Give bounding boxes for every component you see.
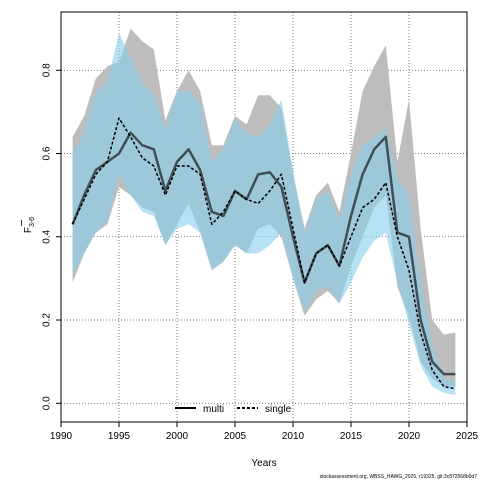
- footnote: stockassessment.org, WBSS_HAWG_2025, r19…: [320, 474, 478, 480]
- x-tick-label-2025: 2025: [456, 431, 479, 442]
- x-tick-label-1995: 1995: [108, 431, 131, 442]
- y-axis-title-main: F: [23, 227, 34, 233]
- x-axis: 1990 1995 2000 2005 2010 2015 2020 2025: [50, 422, 479, 442]
- confidence-bands: [72, 28, 456, 395]
- y-axis-title: F3-6: [23, 217, 36, 233]
- y-tick-label-3: 0.6: [42, 146, 53, 160]
- plot-frame: [60, 11, 468, 423]
- series-lines: [71, 117, 456, 390]
- svg-text:F3-6: F3-6: [23, 217, 36, 233]
- y-tick-label-1: 0.2: [42, 313, 53, 327]
- legend: multi single: [175, 404, 292, 415]
- x-tick-label-2005: 2005: [224, 431, 247, 442]
- y-tick-label-0: 0.0: [42, 396, 53, 410]
- line-single: [71, 117, 456, 390]
- legend-single-label: single: [265, 404, 292, 415]
- x-tick-label-2010: 2010: [282, 431, 305, 442]
- x-tick-label-2015: 2015: [340, 431, 363, 442]
- x-tick-label-2020: 2020: [398, 431, 421, 442]
- x-tick-label-1990: 1990: [50, 431, 73, 442]
- band-single: [72, 32, 456, 395]
- y-tick-label-4: 0.8: [42, 63, 53, 77]
- y-tick-label-2: 0.4: [42, 229, 53, 243]
- y-axis: 0.0 0.2 0.4 0.6 0.8: [42, 63, 61, 410]
- y-axis-title-sub: 3-6: [29, 217, 36, 227]
- x-tick-label-2000: 2000: [166, 431, 189, 442]
- x-axis-title: Years: [251, 458, 276, 469]
- line-multi: [71, 131, 456, 376]
- legend-multi-label: multi: [203, 404, 224, 415]
